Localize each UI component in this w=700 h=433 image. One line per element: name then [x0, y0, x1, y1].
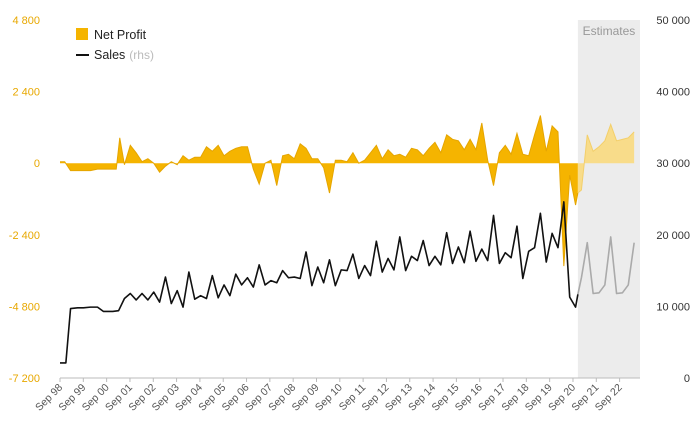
sales-estimate-line: [577, 236, 635, 295]
y-left-tick-label: 4 800: [12, 15, 40, 27]
sales-line: [60, 201, 579, 364]
estimates-band: [577, 20, 640, 378]
y-left-tick-label: -2 400: [9, 230, 40, 242]
right-axis: 50 000 40 000 30 000 20 000 10 000 0: [656, 15, 690, 385]
y-left-tick-label: -7 200: [9, 373, 40, 385]
sales-series: [60, 201, 635, 364]
legend-net-profit-label: Net Profit: [94, 28, 147, 42]
estimates-label: Estimates: [583, 24, 636, 38]
net-profit-line: [60, 115, 579, 267]
y-left-tick-label: -4 800: [9, 301, 40, 313]
left-axis: 4 800 2 400 0 -2 400 -4 800 -7 200: [9, 15, 40, 385]
y-right-tick-label: 30 000: [656, 158, 690, 170]
legend: Net Profit Sales (rhs): [76, 28, 154, 62]
net-profit-estimate-area: [577, 124, 635, 194]
net-profit-area: [60, 115, 578, 267]
y-right-tick-label: 50 000: [656, 15, 690, 27]
y-right-tick-label: 20 000: [656, 230, 690, 242]
y-right-tick-label: 40 000: [656, 87, 690, 99]
y-right-tick-label: 0: [684, 373, 690, 385]
net-profit-estimate-line: [577, 122, 635, 194]
legend-sales-label: Sales (rhs): [94, 48, 154, 62]
y-right-tick-label: 10 000: [656, 301, 690, 313]
net-profit-series: [60, 115, 635, 267]
legend-net-profit-swatch: [76, 28, 88, 40]
y-left-tick-label: 2 400: [12, 87, 40, 99]
y-left-tick-label: 0: [34, 158, 40, 170]
